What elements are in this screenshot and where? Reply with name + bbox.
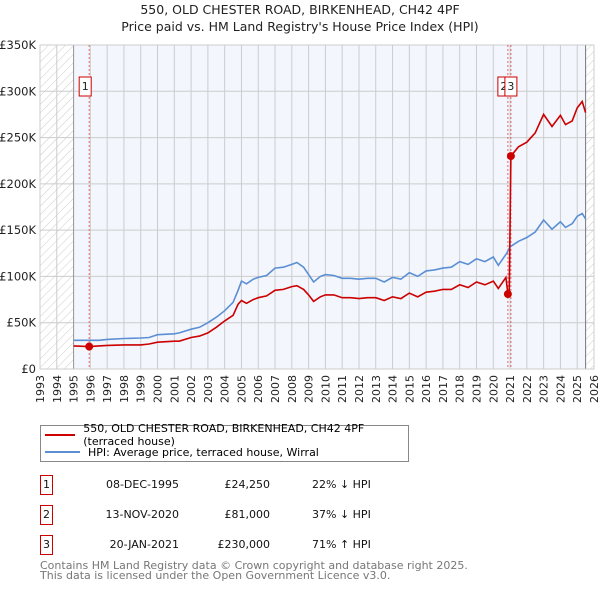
sale-label: 1	[82, 80, 89, 93]
sale-label: 2	[500, 80, 507, 93]
y-tick-label: £250K	[0, 131, 36, 145]
footer-licence: This data is licensed under the Open Gov…	[40, 569, 391, 582]
chart-title: 550, OLD CHESTER ROAD, BIRKENHEAD, CH42 …	[140, 2, 460, 17]
transaction-price: £24,250	[224, 478, 271, 491]
transaction-date: 13-NOV-2020	[105, 508, 179, 521]
x-tick-label: 2020	[487, 375, 500, 403]
x-tick-label: 2007	[269, 375, 282, 403]
y-tick-label: £100K	[0, 269, 36, 283]
transaction-price: £81,000	[224, 508, 271, 521]
x-tick-label: 2002	[185, 375, 198, 403]
transaction-hpi: 22% ↓ HPI	[312, 478, 371, 491]
x-tick-label: 2021	[504, 375, 517, 403]
legend-item-hpi: HPI: Average price, terraced house, Wirr…	[45, 445, 319, 459]
x-tick-label: 1995	[68, 375, 81, 403]
chart-subtitle: Price paid vs. HM Land Registry's House …	[121, 19, 479, 34]
x-tick-label: 2019	[470, 375, 483, 403]
y-tick-label: £0	[21, 362, 36, 376]
chart-plot: 1993 1994 1995 1996 1997 1998 1999 2000 2001 2002…	[0, 38, 600, 403]
y-tick-label: £200K	[0, 177, 36, 191]
x-tick-label: 2011	[336, 375, 349, 403]
legend: 550, OLD CHESTER ROAD, BIRKENHEAD, CH42 …	[40, 422, 409, 462]
x-tick-label: 2014	[387, 375, 400, 403]
sale-label: 3	[507, 80, 514, 93]
transaction-marker: 3	[40, 535, 53, 555]
transaction-date: 08-DEC-1995	[105, 478, 179, 491]
x-tick-label: 1999	[135, 375, 148, 403]
footer: Contains HM Land Registry data © Crown c…	[40, 559, 468, 582]
x-tick-label: 2010	[319, 375, 332, 403]
x-tick-label: 2023	[538, 375, 551, 403]
transaction-date: 20-JAN-2021	[109, 538, 179, 551]
hpi-line	[73, 212, 587, 342]
x-tick-label: 2022	[521, 375, 534, 403]
footer-copyright: Contains HM Land Registry data © Crown c…	[40, 559, 468, 572]
transaction-hpi: 71% ↑ HPI	[312, 538, 371, 551]
x-tick-label: 2000	[152, 375, 165, 403]
x-tick-label: 1994	[51, 375, 64, 403]
sale-point	[503, 290, 512, 299]
x-tick-label: 2013	[370, 375, 383, 403]
x-tick-label: 2012	[353, 375, 366, 403]
x-tick-label: 2026	[588, 375, 600, 403]
transaction-hpi: 37% ↓ HPI	[312, 508, 371, 521]
x-tick-label: 2024	[554, 375, 567, 403]
sale-label-box	[78, 76, 92, 97]
x-tick-label: 1998	[118, 375, 131, 403]
sale-label-box	[504, 76, 518, 97]
legend-label: HPI: Average price, terraced house, Wirr…	[88, 445, 319, 459]
x-tick-label: 2005	[235, 375, 248, 403]
y-tick-label: £350K	[0, 38, 36, 52]
transaction-price: £230,000	[217, 538, 271, 551]
legend-swatch-blue	[45, 451, 80, 453]
x-tick-label: 2017	[437, 375, 450, 403]
legend-swatch-red	[45, 434, 76, 436]
legend-label: 550, OLD CHESTER ROAD, BIRKENHEAD, CH42 …	[83, 422, 365, 448]
x-tick-label: 2015	[403, 375, 416, 403]
sale-point	[85, 342, 94, 351]
x-tick-label: 2016	[420, 375, 433, 403]
x-tick-label: 2018	[454, 375, 467, 403]
sale-point	[506, 152, 515, 161]
x-tick-label: 2009	[303, 375, 316, 403]
x-tick-label: 2025	[571, 375, 584, 403]
x-tick-label: 2008	[286, 375, 299, 403]
x-tick-label: 1993	[34, 375, 47, 403]
x-tick-label: 1996	[84, 375, 97, 403]
y-tick-label: £300K	[0, 84, 36, 98]
hatched-region-after	[585, 45, 594, 369]
y-tick-label: £50K	[7, 316, 37, 330]
plot-border	[39, 44, 595, 370]
x-tick-label: 2001	[168, 375, 181, 403]
transaction-marker: 2	[40, 505, 53, 525]
y-tick-label: £150K	[0, 223, 36, 237]
data-range-shade	[73, 45, 586, 369]
x-tick-label: 1997	[101, 375, 114, 403]
x-tick-label: 2004	[219, 375, 232, 403]
transaction-marker: 1	[40, 475, 53, 495]
x-tick-label: 2006	[252, 375, 265, 403]
x-tick-label: 2003	[202, 375, 215, 403]
legend-item-property: 550, OLD CHESTER ROAD, BIRKENHEAD, CH42 …	[45, 422, 408, 448]
